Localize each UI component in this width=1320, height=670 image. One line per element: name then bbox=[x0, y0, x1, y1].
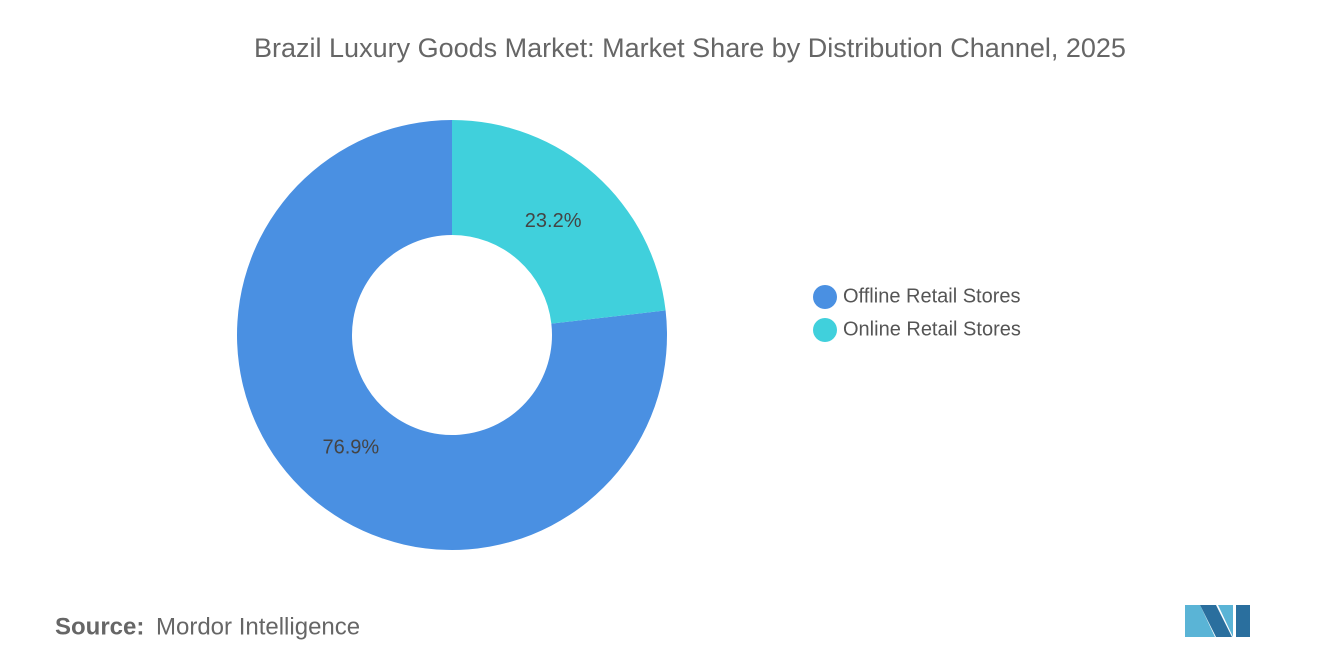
legend-label: Online Retail Stores bbox=[843, 318, 1021, 340]
source-label: Source: bbox=[55, 613, 144, 640]
legend-marker bbox=[813, 285, 837, 309]
chart-title: Brazil Luxury Goods Market: Market Share… bbox=[254, 33, 1126, 63]
source: Mordor Intelligence bbox=[156, 613, 360, 640]
donut-segment bbox=[452, 120, 666, 324]
data-label: 23.2% bbox=[525, 210, 582, 232]
legend-label: Offline Retail Stores bbox=[843, 285, 1021, 307]
data-label: 76.9% bbox=[322, 437, 379, 459]
legend-marker bbox=[813, 318, 837, 342]
logo bbox=[1185, 605, 1250, 637]
donut-segment bbox=[237, 120, 667, 551]
